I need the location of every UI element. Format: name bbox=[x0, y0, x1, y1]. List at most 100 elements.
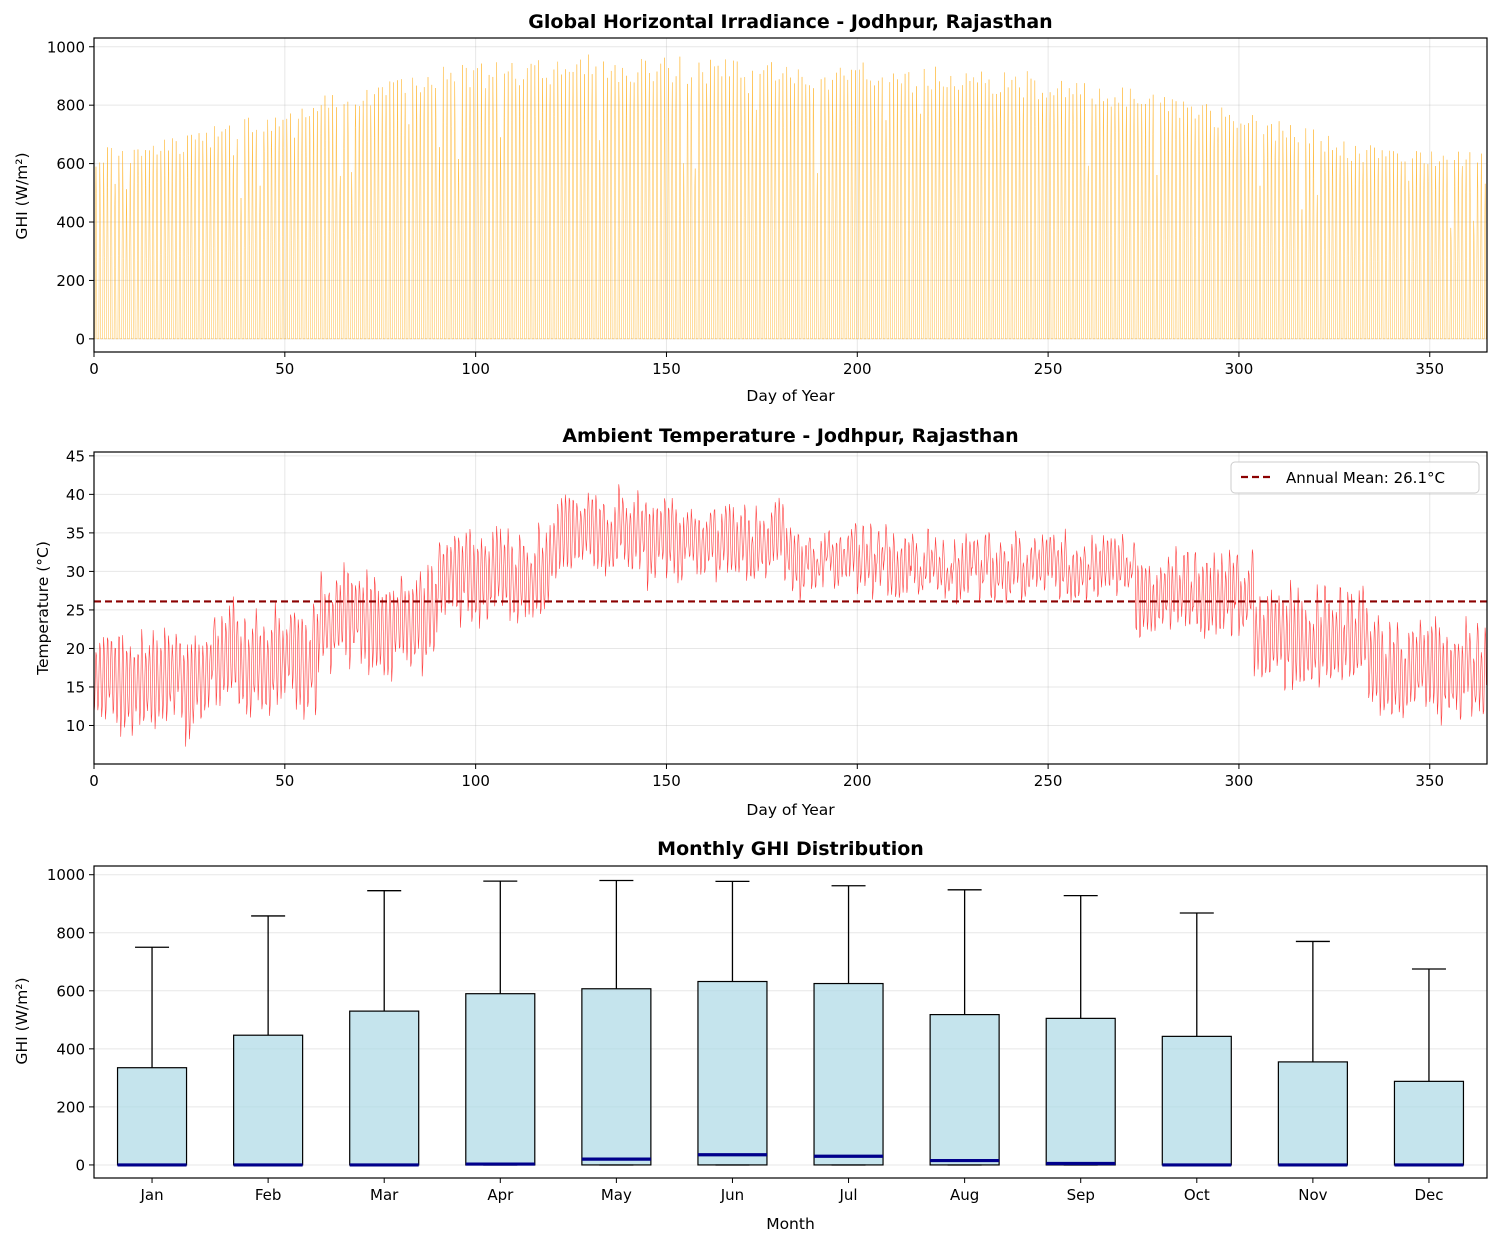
ghi-chart-title: Global Horizontal Irradiance - Jodhpur, … bbox=[528, 11, 1052, 33]
legend-box bbox=[1230, 461, 1480, 494]
box-body bbox=[581, 988, 652, 1166]
box-body bbox=[813, 982, 884, 1166]
box-mar bbox=[349, 890, 420, 1167]
x-tick-label: 250 bbox=[1034, 772, 1063, 790]
x-tick-label-feb: Feb bbox=[255, 1186, 282, 1204]
x-tick-label-jan: Jan bbox=[139, 1186, 163, 1204]
x-tick-label: 200 bbox=[843, 360, 872, 378]
boxplot-chart-title: Monthly GHI Distribution bbox=[657, 838, 924, 860]
ghi-plot-frame bbox=[93, 37, 1488, 353]
y-tick-label: 200 bbox=[56, 272, 85, 290]
x-tick-label-aug: Aug bbox=[950, 1186, 979, 1204]
y-tick-label: 400 bbox=[56, 1040, 85, 1058]
x-tick-label: 0 bbox=[89, 360, 99, 378]
ghi-series-line bbox=[94, 54, 1487, 340]
y-tick-label: 45 bbox=[66, 447, 85, 465]
boxplot-x-axis-label: Month bbox=[766, 1215, 815, 1233]
x-tick-label: 0 bbox=[89, 772, 99, 790]
x-tick-label-nov: Nov bbox=[1298, 1186, 1327, 1204]
y-tick-label: 600 bbox=[56, 982, 85, 1000]
y-tick-label: 10 bbox=[66, 717, 85, 735]
temperature-chart-title: Ambient Temperature - Jodhpur, Rajasthan bbox=[562, 425, 1018, 447]
x-tick-label: 300 bbox=[1225, 772, 1254, 790]
temperature-time-series-panel: Ambient Temperature - Jodhpur, Rajasthan… bbox=[34, 425, 1488, 819]
box-dec bbox=[1393, 968, 1465, 1167]
y-tick-label: 15 bbox=[66, 678, 85, 696]
temperature-y-axis-label: Temperature (°C) bbox=[34, 541, 52, 676]
box-body bbox=[1161, 1035, 1232, 1166]
box-sep bbox=[1045, 894, 1116, 1166]
x-tick-label-dec: Dec bbox=[1414, 1186, 1443, 1204]
y-tick-label: 400 bbox=[56, 214, 85, 232]
x-tick-label: 300 bbox=[1225, 360, 1254, 378]
y-tick-label: 25 bbox=[66, 601, 85, 619]
x-tick-label: 50 bbox=[275, 772, 294, 790]
x-tick-label-oct: Oct bbox=[1184, 1186, 1210, 1204]
x-tick-label: 150 bbox=[652, 360, 681, 378]
x-tick-label: 350 bbox=[1415, 772, 1444, 790]
temperature-gridlines bbox=[93, 452, 1487, 764]
temperature-legend: Annual Mean: 26.1°C bbox=[1230, 461, 1480, 494]
y-tick-label: 800 bbox=[56, 97, 85, 115]
box-aug bbox=[929, 889, 1000, 1166]
y-tick-label: 40 bbox=[66, 486, 85, 504]
box-apr bbox=[465, 880, 536, 1166]
y-tick-label: 1000 bbox=[47, 38, 85, 56]
x-tick-label-sep: Sep bbox=[1067, 1186, 1095, 1204]
x-tick-label: 250 bbox=[1034, 360, 1063, 378]
x-tick-label: 100 bbox=[461, 360, 490, 378]
x-tick-label-may: May bbox=[601, 1186, 632, 1204]
y-tick-label: 0 bbox=[75, 1156, 85, 1174]
ghi-time-series-panel: Global Horizontal Irradiance - Jodhpur, … bbox=[13, 11, 1488, 405]
box-nov bbox=[1277, 940, 1348, 1167]
temperature-hourly-line bbox=[93, 484, 1487, 747]
x-tick-label: 200 bbox=[843, 772, 872, 790]
x-tick-label-jun: Jun bbox=[720, 1186, 744, 1204]
box-body bbox=[116, 1067, 188, 1166]
ghi-y-axis-label: GHI (W/m²) bbox=[13, 152, 31, 239]
y-tick-label: 35 bbox=[66, 524, 85, 542]
temperature-axis-ticks: 10 15 20 25 30 35 40 45 0 50 100 150 200 250 300 350 bbox=[66, 447, 1444, 790]
y-tick-label: 0 bbox=[75, 330, 85, 348]
box-body bbox=[1393, 1080, 1465, 1166]
boxplot-gridlines bbox=[94, 874, 1487, 1166]
box-body bbox=[1045, 1017, 1116, 1166]
boxplot-plot-frame bbox=[93, 865, 1488, 1179]
box-oct bbox=[1161, 912, 1232, 1167]
x-tick-label: 150 bbox=[652, 772, 681, 790]
boxplot-axis-ticks: 0 200 400 600 800 1000 Jan Feb Mar Apr May Jun Jul Au… bbox=[47, 866, 1444, 1204]
temperature-series-line bbox=[93, 484, 1487, 747]
y-tick-label: 20 bbox=[66, 640, 85, 658]
box-feb bbox=[233, 915, 304, 1167]
box-jul bbox=[813, 885, 884, 1166]
x-tick-label: 350 bbox=[1415, 360, 1444, 378]
box-may bbox=[581, 879, 652, 1166]
x-tick-label-apr: Apr bbox=[487, 1186, 514, 1204]
ghi-x-axis-label: Day of Year bbox=[746, 387, 835, 405]
y-tick-label: 800 bbox=[56, 924, 85, 942]
x-tick-label-mar: Mar bbox=[370, 1186, 399, 1204]
boxplot-y-axis-label: GHI (W/m²) bbox=[13, 977, 31, 1064]
x-tick-label: 100 bbox=[461, 772, 490, 790]
boxplot-boxes bbox=[116, 879, 1465, 1167]
y-tick-label: 1000 bbox=[47, 866, 85, 884]
box-jan bbox=[116, 946, 188, 1167]
y-tick-label: 600 bbox=[56, 155, 85, 173]
monthly-ghi-boxplot-panel: Monthly GHI Distribution 0 200 400 600 800 10… bbox=[13, 838, 1488, 1233]
temperature-plot-frame bbox=[93, 451, 1488, 765]
box-body bbox=[349, 1010, 420, 1166]
ghi-axis-ticks: 0 200 400 600 800 1000 0 50 100 150 200 250 300 350 bbox=[47, 38, 1444, 378]
y-tick-label: 200 bbox=[56, 1098, 85, 1116]
x-tick-label-jul: Jul bbox=[838, 1186, 857, 1204]
x-tick-label: 50 bbox=[275, 360, 294, 378]
box-jun bbox=[697, 880, 768, 1166]
legend-label: Annual Mean: 26.1°C bbox=[1286, 469, 1445, 487]
box-body bbox=[1277, 1061, 1348, 1166]
box-body bbox=[465, 993, 536, 1166]
box-body bbox=[697, 980, 768, 1166]
box-body bbox=[233, 1034, 304, 1166]
ghi-hourly-line bbox=[94, 54, 1487, 340]
temperature-x-axis-label: Day of Year bbox=[746, 801, 835, 819]
y-tick-label: 30 bbox=[66, 563, 85, 581]
